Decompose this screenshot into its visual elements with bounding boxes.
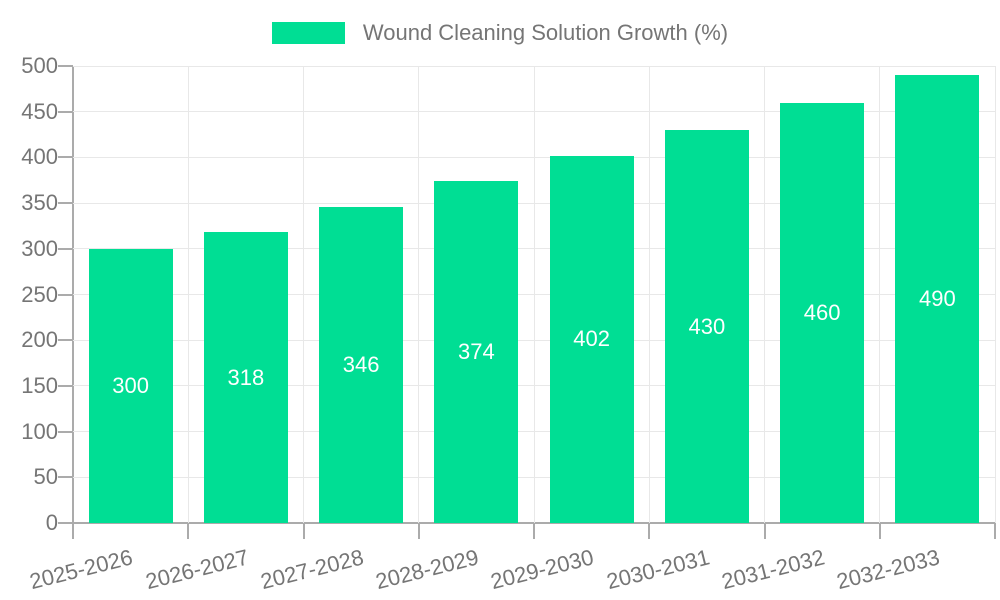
x-tick-mark [302, 523, 305, 539]
y-tick-mark [58, 65, 73, 67]
plot-area: 300 318 346 374 402 430 460 490 [58, 65, 996, 539]
v-gridline [418, 66, 420, 523]
bar-value-label: 318 [227, 364, 265, 390]
bar-2030-2031[interactable]: 430 [664, 129, 749, 523]
chart-legend[interactable]: Wound Cleaning Solution Growth (%) [0, 20, 1000, 46]
y-tick-mark [58, 522, 73, 524]
x-tick-mark [72, 523, 74, 539]
y-tick-mark [58, 247, 73, 250]
legend-swatch-icon [271, 22, 345, 44]
bar-2027-2028[interactable]: 346 [319, 206, 404, 523]
y-axis-tick-label: 150 [21, 372, 58, 398]
bar-value-label: 430 [688, 313, 726, 339]
x-tick-mark [533, 523, 535, 539]
legend-label: Wound Cleaning Solution Growth (%) [362, 20, 729, 45]
bar-2032-2033[interactable]: 490 [895, 75, 980, 523]
x-axis-tick-label: 2025-2026 [27, 544, 136, 595]
y-tick-mark [58, 293, 73, 296]
bar-2026-2027[interactable]: 318 [203, 232, 288, 523]
y-tick-mark [58, 156, 73, 159]
y-tick-mark [58, 110, 73, 113]
bar-value-label: 346 [342, 351, 380, 377]
x-tick-mark [994, 523, 996, 539]
bar-value-label: 374 [458, 339, 495, 365]
x-tick-mark [417, 523, 420, 539]
y-axis-tick-label: 50 [33, 464, 58, 490]
y-axis-tick-label: 500 [21, 53, 58, 78]
y-axis-tick-label: 250 [21, 281, 58, 307]
bar-value-label: 460 [803, 299, 841, 325]
bar-2029-2030[interactable]: 402 [549, 155, 634, 523]
y-tick-mark [58, 339, 73, 342]
y-axis-tick-label: 400 [21, 144, 58, 170]
y-axis-tick-label: 200 [21, 327, 58, 353]
y-tick-mark [58, 476, 73, 479]
y-tick-mark [58, 430, 73, 433]
x-tick-mark [878, 523, 881, 539]
bar-2025-2026[interactable]: 300 [88, 248, 173, 523]
x-tick-mark [187, 523, 190, 539]
y-axis-tick-label: 350 [21, 190, 58, 216]
y-tick-mark [58, 384, 73, 387]
x-axis-tick-label: 2029-2030 [488, 544, 597, 595]
x-axis-tick-label: 2028-2029 [373, 544, 482, 595]
v-gridline [533, 66, 535, 523]
v-gridline [994, 66, 996, 523]
bar-2028-2029[interactable]: 374 [434, 181, 519, 523]
y-axis-tick-label: 0 [45, 510, 58, 535]
v-gridline [303, 66, 304, 523]
v-gridline [879, 66, 881, 523]
bar-value-label: 490 [919, 286, 956, 312]
y-axis-tick-label: 100 [21, 418, 58, 444]
x-tick-mark [763, 523, 766, 539]
y-axis-tick-label: 450 [21, 98, 58, 124]
x-tick-mark [648, 523, 651, 539]
bar-value-label: 402 [573, 326, 610, 352]
bar-value-label: 300 [112, 372, 149, 398]
x-axis-tick-label: 2032-2033 [834, 544, 943, 595]
v-gridline [764, 66, 765, 523]
v-gridline [187, 66, 189, 523]
y-tick-mark [58, 202, 73, 205]
v-gridline [648, 66, 650, 523]
x-axis-tick-label: 2026-2027 [142, 544, 251, 595]
x-axis-tick-label: 2031-2032 [718, 544, 828, 595]
x-axis-tick-label: 2027-2028 [257, 544, 367, 595]
x-axis-tick-label: 2030-2031 [603, 544, 712, 595]
y-axis-tick-label: 300 [21, 235, 58, 261]
bar-2031-2032[interactable]: 460 [780, 102, 865, 523]
